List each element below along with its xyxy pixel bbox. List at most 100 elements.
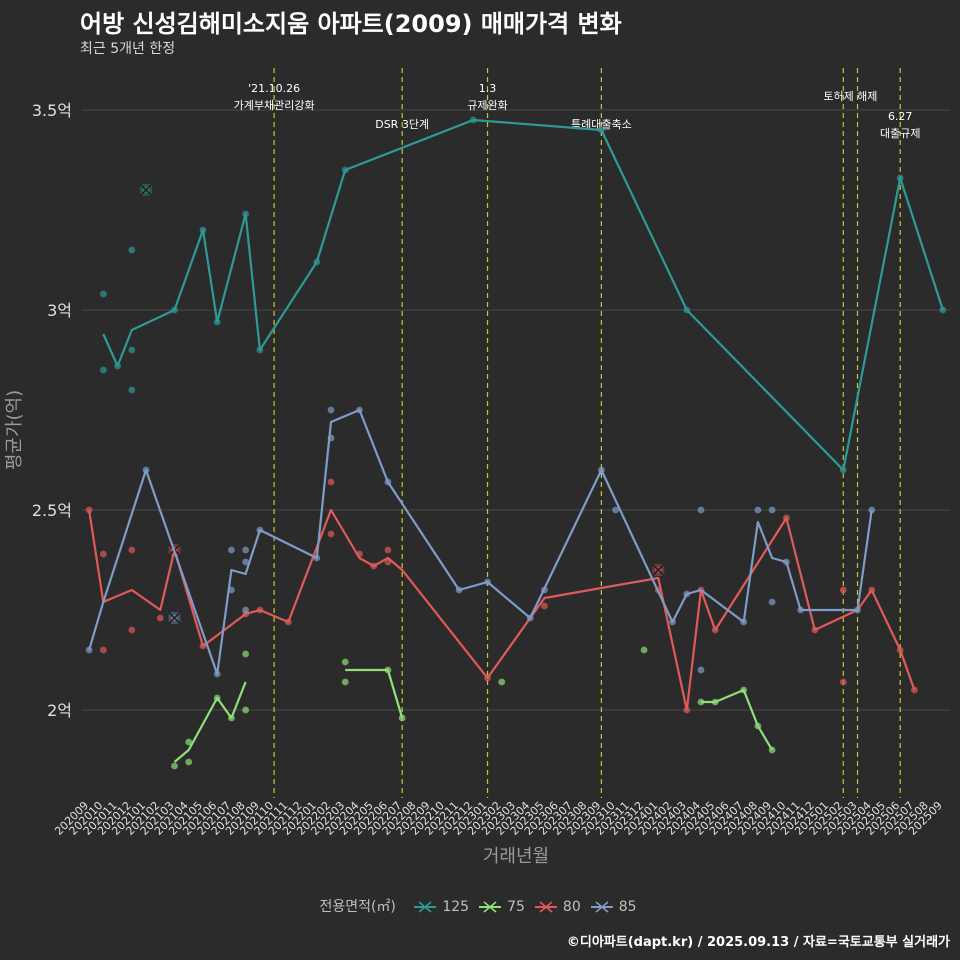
data-point-80 bbox=[256, 606, 264, 614]
y-tick-label: 2억 bbox=[47, 701, 72, 720]
data-point-125 bbox=[99, 290, 107, 298]
data-point-125 bbox=[839, 466, 847, 474]
data-point-125 bbox=[171, 306, 178, 314]
data-point-80 bbox=[384, 558, 392, 566]
data-point-85 bbox=[541, 586, 548, 594]
legend: 전용면적(㎡) 125 75 80 85 bbox=[0, 896, 960, 916]
data-point-80 bbox=[356, 550, 363, 558]
data-point-85 bbox=[85, 646, 93, 654]
data-point-125 bbox=[199, 226, 207, 234]
data-point-80 bbox=[85, 506, 93, 514]
legend-label: 75 bbox=[507, 899, 525, 915]
data-point-125 bbox=[896, 174, 904, 182]
data-point-75 bbox=[341, 658, 349, 666]
legend-key-icon bbox=[590, 901, 613, 913]
data-point-80 bbox=[811, 626, 819, 634]
data-point-80 bbox=[128, 626, 136, 634]
data-point-85 bbox=[256, 526, 264, 534]
data-point-125 bbox=[939, 306, 947, 314]
data-point-75 bbox=[384, 666, 392, 674]
data-point-85 bbox=[669, 618, 676, 626]
data-point-85 bbox=[612, 506, 620, 514]
data-point-85 bbox=[854, 606, 861, 614]
legend-item-85: 85 bbox=[589, 899, 637, 915]
legend-label: 85 bbox=[618, 899, 637, 915]
data-point-85 bbox=[754, 506, 762, 514]
legend-label: 125 bbox=[442, 899, 470, 915]
data-point-75 bbox=[711, 698, 719, 706]
data-point-85 bbox=[797, 606, 804, 614]
data-point-75 bbox=[498, 678, 506, 686]
data-point-125 bbox=[597, 126, 605, 134]
y-tick-label: 3억 bbox=[47, 301, 72, 320]
data-point-125 bbox=[128, 246, 136, 254]
data-point-85 bbox=[782, 558, 790, 566]
data-point-85 bbox=[228, 586, 235, 594]
data-point-80 bbox=[370, 562, 378, 570]
data-point-75 bbox=[242, 706, 250, 714]
data-point-75 bbox=[185, 738, 193, 746]
data-point-85 bbox=[697, 506, 705, 514]
y-tick-label: 3.5억 bbox=[32, 101, 72, 120]
data-point-85 bbox=[313, 554, 321, 562]
legend-key-icon bbox=[414, 901, 437, 913]
cancel-mark-x bbox=[139, 183, 153, 197]
data-point-125 bbox=[256, 346, 264, 354]
data-point-85 bbox=[142, 466, 150, 474]
legend-item-75: 75 bbox=[477, 899, 525, 915]
event-label: 규제완화 bbox=[467, 99, 507, 112]
data-point-85 bbox=[740, 618, 748, 626]
data-point-85 bbox=[242, 558, 250, 566]
data-point-80 bbox=[541, 602, 548, 610]
data-point-75 bbox=[213, 694, 221, 702]
data-point-80 bbox=[384, 546, 392, 554]
source-caption: ©디아파트(dapt.kr) / 2025.09.13 / 자료=국토교통부 실… bbox=[566, 935, 950, 950]
data-point-75 bbox=[697, 698, 705, 706]
data-point-85 bbox=[526, 614, 534, 622]
event-label: 토허제 해제 bbox=[823, 89, 877, 103]
y-axis-title: 평균가(억) bbox=[4, 390, 25, 470]
event-label: 대출규제 bbox=[880, 127, 920, 140]
data-point-85 bbox=[213, 670, 221, 678]
data-point-85 bbox=[455, 586, 463, 594]
cancel-mark-x bbox=[167, 611, 182, 625]
series-line-75 bbox=[173, 681, 247, 763]
data-point-75 bbox=[242, 650, 250, 658]
data-point-80 bbox=[128, 546, 136, 554]
legend-item-125: 125 bbox=[412, 899, 469, 915]
data-point-80 bbox=[911, 686, 918, 694]
legend-key-icon bbox=[479, 901, 502, 913]
event-label: DSR 3단계 bbox=[375, 118, 429, 131]
data-point-85 bbox=[242, 606, 250, 614]
data-point-80 bbox=[99, 646, 107, 654]
data-point-125 bbox=[341, 166, 349, 174]
data-point-125 bbox=[99, 366, 107, 374]
series-line-75 bbox=[345, 668, 404, 719]
data-point-80 bbox=[782, 514, 790, 522]
data-point-85 bbox=[868, 506, 876, 514]
data-point-80 bbox=[99, 550, 107, 558]
data-point-75 bbox=[640, 646, 648, 654]
data-point-75 bbox=[754, 722, 762, 730]
data-point-75 bbox=[185, 758, 193, 766]
data-point-80 bbox=[683, 706, 691, 714]
data-point-125 bbox=[242, 210, 250, 218]
data-point-125 bbox=[128, 386, 136, 394]
data-point-80 bbox=[839, 678, 847, 686]
data-point-125 bbox=[313, 258, 321, 266]
data-point-85 bbox=[327, 434, 335, 442]
event-label: 1.3 bbox=[479, 82, 497, 95]
data-point-125 bbox=[469, 116, 477, 124]
data-point-85 bbox=[768, 506, 776, 514]
data-point-85 bbox=[228, 546, 235, 554]
data-point-80 bbox=[327, 478, 335, 486]
series-line-125 bbox=[102, 118, 944, 472]
data-point-85 bbox=[768, 598, 776, 606]
data-point-125 bbox=[128, 346, 136, 354]
data-point-85 bbox=[242, 546, 250, 554]
data-point-80 bbox=[327, 530, 335, 538]
series-line-75 bbox=[701, 688, 774, 751]
data-point-80 bbox=[839, 586, 847, 594]
legend-title: 전용면적(㎡) bbox=[319, 899, 396, 915]
data-point-80 bbox=[156, 614, 164, 622]
